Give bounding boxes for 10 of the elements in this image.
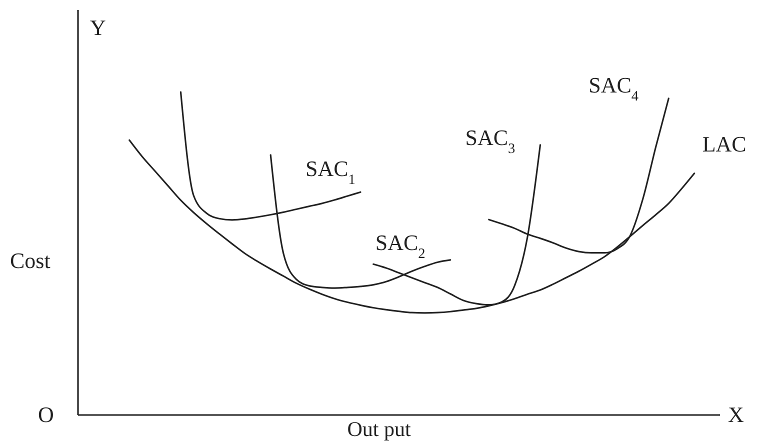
series-label: SAC$_{3}$ <box>465 124 516 157</box>
series-label: SAC$_{1}$ <box>305 156 356 188</box>
y-axis-title: Cost <box>10 248 50 273</box>
x-axis-title: Out put <box>347 417 411 441</box>
series-label: SAC$_{2}$ <box>375 230 426 262</box>
text: X <box>728 402 744 427</box>
text: Y <box>90 15 106 40</box>
series-label: LAC <box>702 131 746 156</box>
series-label: SAC$_{4}$ <box>588 72 639 104</box>
text: O <box>38 402 54 427</box>
